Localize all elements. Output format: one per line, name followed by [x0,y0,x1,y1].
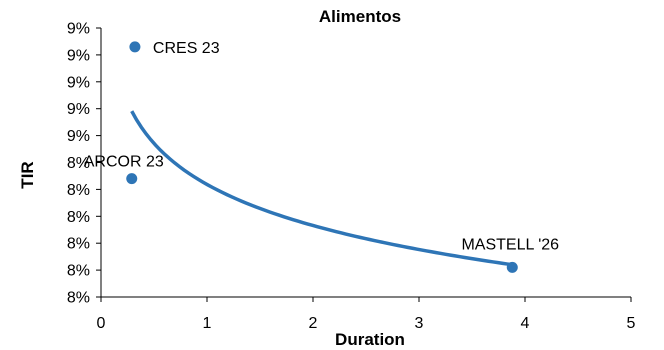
x-tick-label: 5 [627,315,636,332]
y-tick-label: 9% [67,128,90,145]
y-tick-label: 8% [67,263,90,280]
axes [96,27,632,302]
x-tick-label: 4 [521,315,530,332]
x-axis-title: Duration [335,330,405,349]
x-tick-label: 0 [97,315,106,332]
chart-title: Alimentos [319,7,401,26]
data-label: MASTELL '26 [461,236,559,253]
x-tick-labels: 0 1 2 3 4 5 [97,315,636,332]
trendline [130,110,513,267]
y-tick-label: 8% [67,155,90,172]
y-tick-label: 9% [67,74,90,91]
data-label: ARCOR 23 [84,154,164,171]
y-axis-title: TIR [18,161,37,188]
y-tick-label: 9% [67,101,90,118]
data-labels: CRES 23 ARCOR 23 MASTELL '26 [84,40,559,254]
y-tick-labels: 8% 8% 8% 8% 8% 8% 9% 9% 9% 9% 9% [67,21,90,307]
data-points [126,41,518,273]
x-tick-label: 1 [203,315,212,332]
y-tick-label: 8% [67,290,90,307]
y-tick-label: 8% [67,236,90,253]
y-tick-label: 8% [67,209,90,226]
x-tick-label: 2 [309,315,318,332]
x-tick-label: 3 [415,315,424,332]
y-tick-label: 9% [67,21,90,38]
data-label: CRES 23 [153,40,220,57]
data-point [129,41,141,53]
data-point [126,173,138,185]
y-tick-label: 8% [67,182,90,199]
data-point [506,261,518,273]
y-tick-label: 9% [67,47,90,64]
